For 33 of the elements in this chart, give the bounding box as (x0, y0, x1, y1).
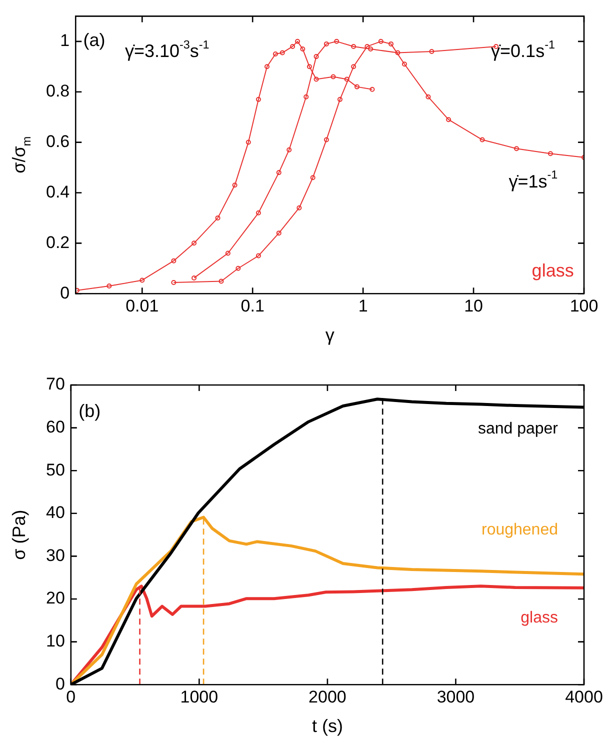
y-axis-title: σ (Pa) (8, 510, 29, 560)
x-tick-label: 100 (570, 296, 598, 316)
y-tick-label: 60 (46, 417, 65, 436)
x-tick-label: 4000 (565, 687, 603, 706)
annotation: (a) (83, 30, 106, 50)
y-tick-label: 0.4 (46, 182, 70, 202)
y-tick-label: 30 (46, 546, 65, 565)
series-label: glass (520, 609, 558, 626)
annotation: (b) (78, 400, 101, 421)
x-tick-label: 1 (358, 296, 368, 316)
y-axis-title: σ/σm (8, 136, 34, 174)
y-tick-label: 0.2 (46, 232, 70, 252)
y-tick-label: 70 (46, 374, 65, 394)
legend-label: sand paper (478, 420, 559, 438)
annotation: glass (532, 260, 574, 280)
x-axis-title: γ (325, 324, 334, 345)
x-tick-label: 10 (464, 296, 483, 316)
y-tick-label: 20 (46, 588, 65, 608)
x-axis-title: t (s) (312, 716, 343, 736)
y-tick-label: 0.8 (46, 82, 70, 101)
x-tick-label: 0.01 (126, 296, 159, 316)
x-tick-label: 0.1 (240, 296, 264, 316)
x-tick-label: 3000 (436, 687, 475, 706)
y-tick-label: 1 (60, 31, 70, 50)
text: roughened (481, 522, 558, 539)
y-tick-label: 0.6 (46, 132, 70, 151)
y-tick-label: 10 (46, 631, 65, 650)
y-tick-label: 40 (46, 503, 65, 522)
y-tick-label: 0 (55, 674, 65, 694)
y-tick-label: 0 (60, 283, 70, 302)
x-tick-label: 1000 (180, 687, 218, 706)
y-tick-label: 50 (46, 460, 65, 480)
x-tick-label: 2000 (308, 687, 346, 706)
